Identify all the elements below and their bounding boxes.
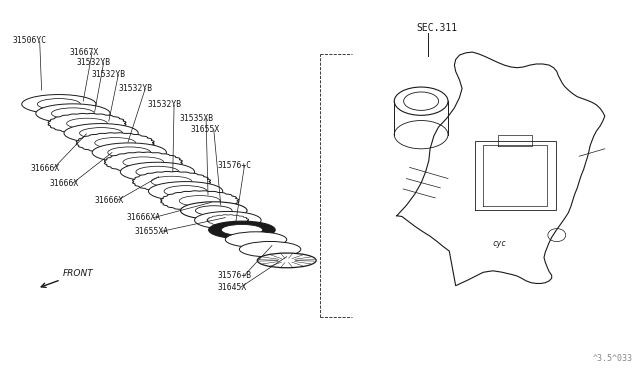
Polygon shape <box>207 215 249 226</box>
Text: cyc: cyc <box>492 239 506 248</box>
Text: 31667X: 31667X <box>69 48 99 57</box>
Ellipse shape <box>209 221 275 239</box>
Ellipse shape <box>151 176 192 187</box>
Ellipse shape <box>79 128 123 139</box>
Text: 31532YB: 31532YB <box>77 58 111 67</box>
Ellipse shape <box>120 162 195 182</box>
Ellipse shape <box>64 124 138 143</box>
Ellipse shape <box>95 138 136 148</box>
Ellipse shape <box>394 87 448 115</box>
Ellipse shape <box>221 224 262 235</box>
Ellipse shape <box>67 118 108 129</box>
Ellipse shape <box>257 253 316 268</box>
Polygon shape <box>48 113 126 134</box>
Polygon shape <box>132 171 211 192</box>
Text: 31655XA: 31655XA <box>134 227 168 236</box>
Ellipse shape <box>36 104 110 123</box>
Polygon shape <box>161 191 239 211</box>
Text: 31506YC: 31506YC <box>13 36 47 45</box>
Text: 31532YB: 31532YB <box>147 100 181 109</box>
Ellipse shape <box>108 147 151 158</box>
Text: 31666X: 31666X <box>50 179 79 187</box>
Text: 31645X: 31645X <box>218 283 247 292</box>
Polygon shape <box>104 152 182 172</box>
Ellipse shape <box>225 232 287 247</box>
Text: 31666X: 31666X <box>31 164 60 173</box>
Ellipse shape <box>164 186 207 197</box>
Ellipse shape <box>195 206 232 215</box>
Text: 31532YB: 31532YB <box>92 70 125 79</box>
Text: 31666XA: 31666XA <box>127 213 161 222</box>
Text: 31535XB: 31535XB <box>179 114 213 123</box>
Text: 31666X: 31666X <box>95 196 124 205</box>
Ellipse shape <box>37 99 81 110</box>
Text: 31576+B: 31576+B <box>218 271 252 280</box>
Text: 31532YB: 31532YB <box>118 84 152 93</box>
Ellipse shape <box>92 143 166 162</box>
Text: FRONT: FRONT <box>63 269 93 278</box>
Ellipse shape <box>123 157 164 167</box>
Ellipse shape <box>239 241 301 257</box>
Ellipse shape <box>180 202 247 219</box>
Polygon shape <box>76 133 154 153</box>
Text: 31576+C: 31576+C <box>218 161 252 170</box>
Ellipse shape <box>136 166 179 177</box>
Ellipse shape <box>51 108 95 119</box>
Ellipse shape <box>404 92 438 110</box>
Text: 31655X: 31655X <box>191 125 220 134</box>
Ellipse shape <box>22 94 96 114</box>
Text: ^3.5^033: ^3.5^033 <box>593 354 632 363</box>
Ellipse shape <box>394 121 448 149</box>
Ellipse shape <box>148 182 223 201</box>
Polygon shape <box>195 211 261 229</box>
Ellipse shape <box>179 196 220 206</box>
Text: SEC.311: SEC.311 <box>416 23 457 33</box>
